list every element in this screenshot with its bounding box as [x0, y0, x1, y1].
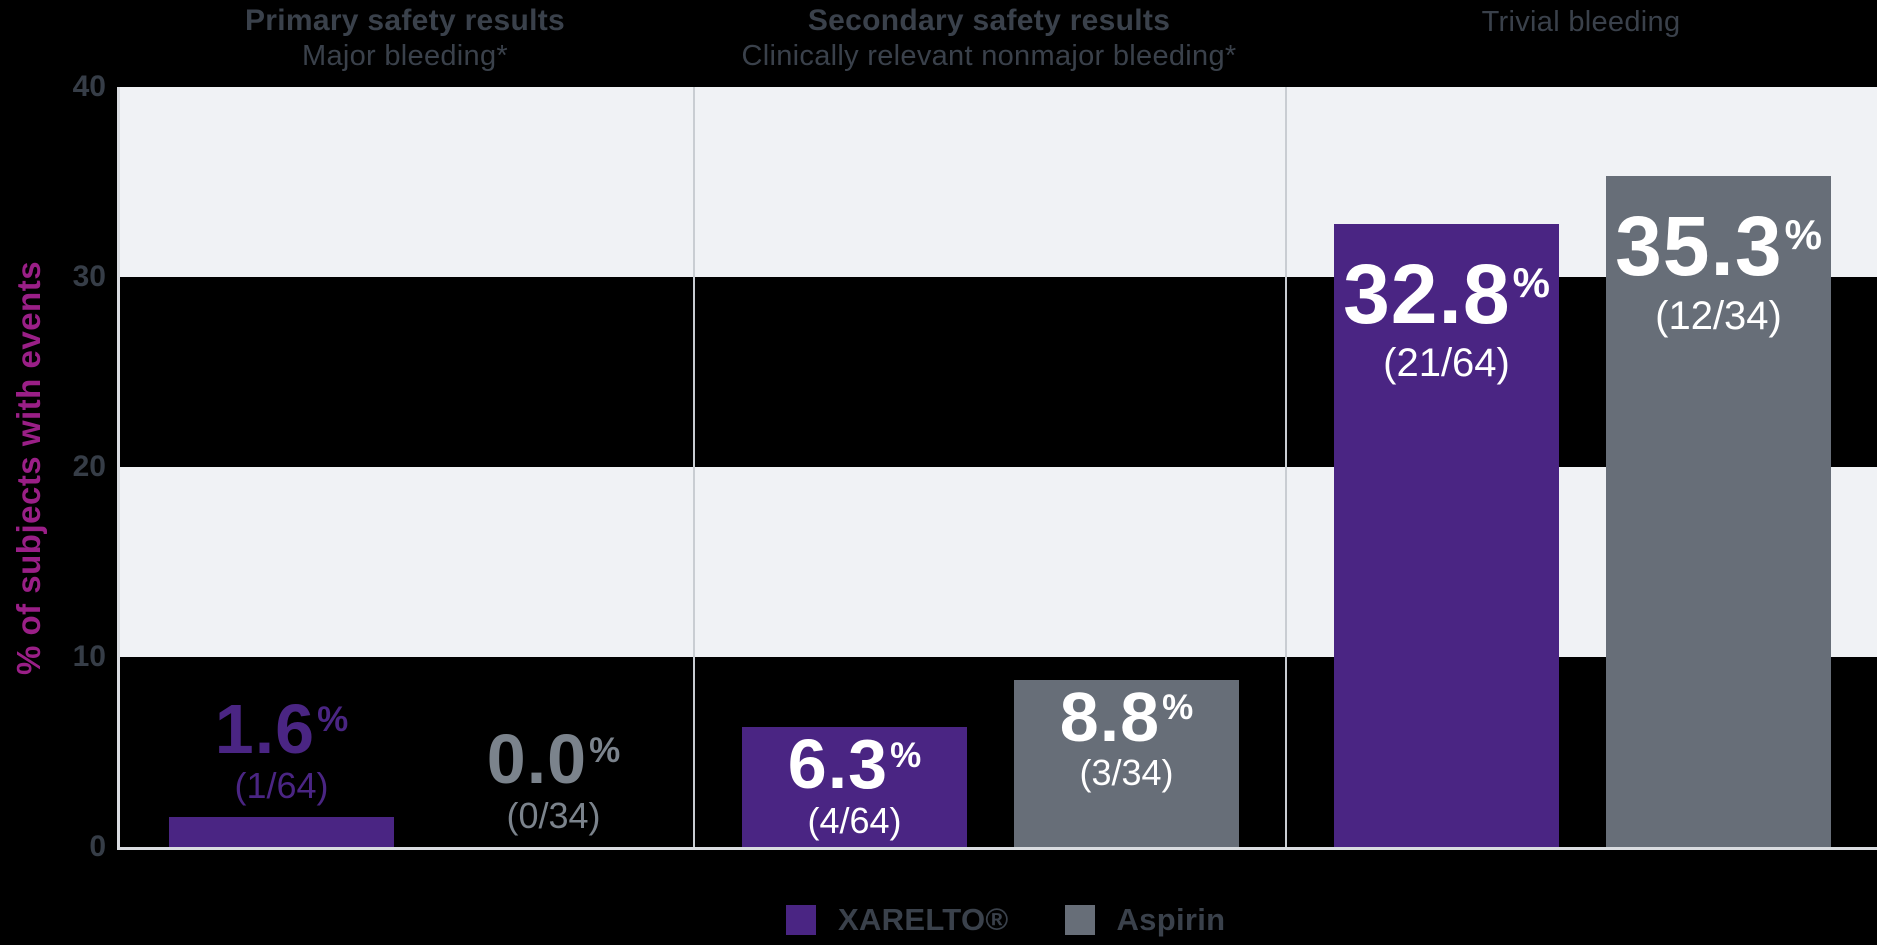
panel-subheading: Major bleeding* [301, 40, 508, 72]
panel-heading: Primary safety results [244, 4, 566, 37]
percent-value: 35.3% [1615, 199, 1822, 294]
fraction-value: (0/34) [506, 795, 601, 836]
aspirin-bar-label: 35.3% (12/34) [1539, 199, 1877, 339]
xarelto-bar [742, 727, 967, 847]
legend-item-aspirin: Aspirin [1064, 902, 1226, 937]
percent-value: 6.3% [787, 725, 922, 804]
percent-value: 8.8% [1059, 677, 1194, 756]
percent-value: 0.0% [486, 720, 621, 799]
fraction-value: (1/64) [234, 764, 329, 806]
xarelto-bar-label: 1.6% (1/64) [102, 690, 462, 807]
xarelto-swatch [786, 905, 816, 935]
aspirin-bar-label: 8.8% (3/34) [947, 677, 1307, 795]
legend-item-xarelto: XARELTO® [786, 903, 1009, 937]
fraction-value: (3/34) [1079, 752, 1174, 794]
xarelto-bar [169, 816, 394, 847]
legend: XARELTO® Aspirin [786, 903, 1225, 937]
y-tick-label: 0 [89, 830, 106, 863]
fraction-value: (21/64) [1383, 341, 1510, 386]
xarelto-bar-label: 32.8% (21/64) [1267, 246, 1627, 387]
y-axis-tick-labels: 0 10 20 30 40 [0, 72, 106, 862]
panel-heading: Secondary safety results [807, 4, 1171, 37]
y-tick-label: 10 [72, 640, 106, 673]
legend-label-aspirin: Aspirin [1116, 902, 1226, 937]
percent-value: 1.6% [214, 690, 349, 769]
y-tick-label: 30 [72, 260, 106, 293]
panel-header-secondary: Secondary safety results Clinically rele… [679, 4, 1299, 72]
xarelto-bar-label: 6.3% (4/64) [675, 725, 1035, 842]
panel-subheading: Clinically relevant nonmajor bleeding* [741, 40, 1237, 72]
panel-subheading: Trivial bleeding [1481, 6, 1681, 38]
panel-header-primary: Primary safety results Major bleeding* [95, 4, 715, 72]
aspirin-bar [1606, 176, 1831, 847]
y-tick-label: 40 [72, 70, 106, 103]
legend-label-xarelto: XARELTO® [838, 902, 1009, 937]
xarelto-bar [1334, 223, 1559, 847]
fraction-value: (12/34) [1655, 293, 1782, 338]
panel-header-trivial: Trivial bleeding [1271, 4, 1877, 38]
percent-value: 32.8% [1343, 246, 1550, 341]
aspirin-bar-label: 0.0% (0/34) [374, 720, 734, 837]
panel-separator [693, 87, 695, 847]
panel-separator [1285, 87, 1287, 847]
fraction-value: (4/64) [807, 799, 902, 841]
aspirin-swatch [1064, 905, 1095, 935]
aspirin-bar [1014, 679, 1239, 847]
plot-area: 1.6% (1/64) 6.3% (4/64) 32.8% (21/64) 0.0% (0/3… [117, 87, 1877, 850]
y-tick-label: 20 [72, 450, 106, 483]
